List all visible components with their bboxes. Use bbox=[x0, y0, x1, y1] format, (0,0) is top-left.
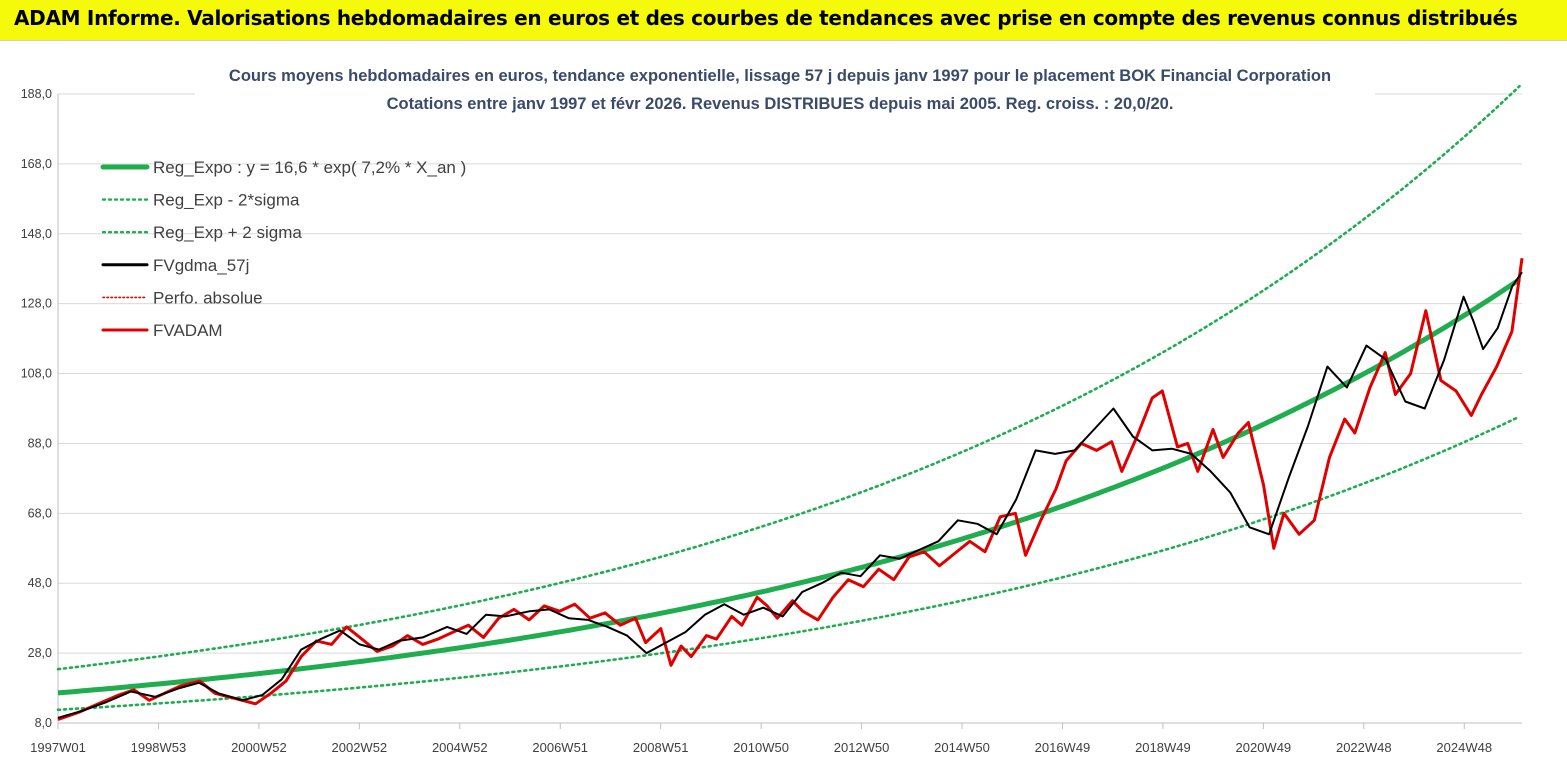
header-bar bbox=[0, 0, 1567, 40]
y-tick-label: 108,0 bbox=[21, 367, 52, 381]
legend-entry: Reg_Exp - 2*sigma bbox=[153, 191, 300, 210]
x-tick-label: 2000W52 bbox=[231, 740, 287, 755]
y-tick-label: 128,0 bbox=[21, 297, 52, 311]
y-tick-label: 8,0 bbox=[35, 716, 52, 730]
series-fvadam bbox=[57, 257, 1524, 721]
legend-entry: FVgdma_57j bbox=[153, 256, 249, 275]
title-backdrop bbox=[195, 56, 1375, 120]
page-title: ADAM Informe. Valorisations hebdomadaire… bbox=[14, 6, 1518, 30]
chart-legend: Reg_Expo : y = 16,6 * exp( 7,2% * X_an )… bbox=[100, 158, 466, 340]
x-tick-label: 2020W49 bbox=[1236, 740, 1292, 755]
x-tick-label: 2008W51 bbox=[633, 740, 689, 755]
x-tick-label: 2010W50 bbox=[733, 740, 789, 755]
y-tick-label: 48,0 bbox=[28, 576, 52, 590]
x-tick-label: 2022W48 bbox=[1336, 740, 1392, 755]
y-tick-label: 68,0 bbox=[28, 506, 52, 520]
x-tick-label: 1997W01 bbox=[30, 740, 86, 755]
series-reg-exp-minus-2-sigma bbox=[56, 415, 1521, 712]
x-axis-ticks: 1997W01 1998W53 2000W52 2002W52 2004W52 2006W… bbox=[30, 723, 1492, 755]
chart-grid bbox=[57, 93, 1522, 724]
legend-entry: Reg_Exp + 2 sigma bbox=[153, 223, 302, 242]
y-tick-label: 188,0 bbox=[21, 87, 52, 101]
series-fvgdma-57j bbox=[57, 271, 1523, 719]
x-tick-label: 2012W50 bbox=[834, 740, 890, 755]
y-tick-label: 148,0 bbox=[21, 227, 52, 241]
y-tick-label: 88,0 bbox=[28, 436, 52, 450]
x-tick-label: 2016W49 bbox=[1035, 740, 1091, 755]
x-tick-label: 2004W52 bbox=[432, 740, 488, 755]
y-axis-ticks: 8,0 28,0 48,0 68,0 88,0 108,0 128,0 148,0 168,0 1… bbox=[21, 87, 52, 730]
chart-subtitle: Cotations entre janv 1997 et févr 2026. … bbox=[387, 95, 1174, 113]
legend-entry: FVADAM bbox=[153, 321, 223, 340]
chart-title: Cours moyens hebdomadaires en euros, ten… bbox=[229, 67, 1331, 85]
series-reg-exp-plus-2-sigma bbox=[56, 84, 1521, 671]
x-tick-label: 2024W48 bbox=[1436, 740, 1492, 755]
x-tick-label: 2014W50 bbox=[934, 740, 990, 755]
x-tick-label: 2002W52 bbox=[332, 740, 388, 755]
legend-entry: Reg_Expo : y = 16,6 * exp( 7,2% * X_an ) bbox=[153, 158, 466, 177]
chart-series bbox=[56, 84, 1524, 721]
x-tick-label: 2006W51 bbox=[532, 740, 588, 755]
x-tick-label: 2018W49 bbox=[1135, 740, 1191, 755]
x-tick-label: 1998W53 bbox=[131, 740, 187, 755]
series-reg-expo bbox=[57, 277, 1521, 696]
chart-frame bbox=[0, 40, 1567, 783]
y-tick-label: 28,0 bbox=[28, 646, 52, 660]
y-tick-label: 168,0 bbox=[21, 157, 52, 171]
legend-entry: Perfo. absolue bbox=[153, 288, 263, 307]
